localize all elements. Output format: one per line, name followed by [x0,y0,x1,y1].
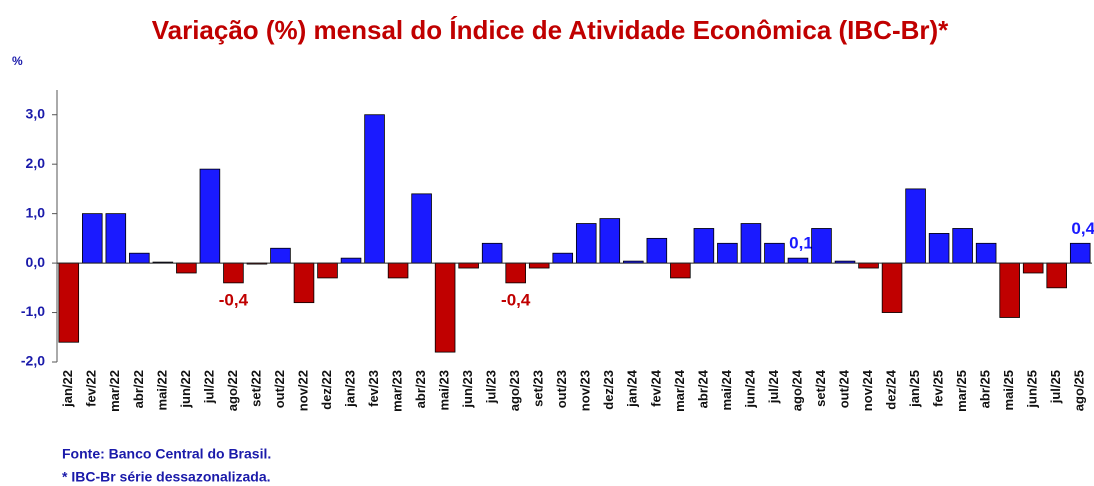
bar [575,223,597,264]
bar [552,252,574,264]
bar [646,237,668,264]
x-tick-label: mar/25 [954,370,969,412]
x-tick-label: dez/22 [319,370,334,410]
x-tick-label: mai/22 [154,370,169,410]
x-tick-label: set/23 [531,370,546,407]
x-tick-label: fev/22 [84,370,99,407]
x-tick-label: jun/25 [1025,370,1040,409]
x-tick-label: jun/24 [742,369,757,408]
bar [881,262,903,313]
data-label: 0,1 [789,234,813,253]
bar [1069,242,1091,264]
chart-title: Variação (%) mensal do Índice de Ativida… [152,15,949,45]
bar [223,262,244,284]
bar [670,262,691,279]
x-tick-label: ago/25 [1072,370,1087,411]
y-tick-label: -2,0 [21,353,45,369]
x-tick-label: jul/23 [484,370,499,404]
bar [858,262,879,269]
bar [599,218,621,264]
x-tick-label: jun/23 [460,370,475,409]
x-tick-label: mai/25 [1001,370,1016,410]
bar [1046,262,1067,289]
bar [975,242,997,264]
x-tick-label: nov/23 [578,370,593,411]
data-label: 0,4 [1071,219,1094,238]
x-tick-label: jan/23 [342,370,357,408]
y-tick-label: -1,0 [21,303,45,319]
data-label: -0,4 [501,290,531,309]
y-tick-label: 0,0 [26,254,46,270]
x-tick-label: nov/22 [295,370,310,411]
bar [293,262,315,304]
x-tick-label: jan/22 [60,370,75,408]
x-tick-label: out/23 [554,370,569,408]
x-tick-label: fev/25 [931,370,946,407]
y-tick-label: 1,0 [26,204,46,220]
bar [811,228,832,264]
x-tick-label: jan/25 [907,370,922,408]
bar [1022,262,1044,274]
x-tick-label: jan/24 [625,369,640,408]
x-tick-label: ago/23 [507,370,522,411]
bar [505,262,526,284]
x-tick-label: jul/25 [1048,370,1063,404]
x-tick-label: set/24 [813,369,828,407]
x-tick-label: set/22 [248,370,263,407]
x-tick-label: abr/22 [131,370,146,408]
x-tick-label: fev/23 [366,370,381,407]
x-tick-label: out/24 [836,369,851,408]
bar [458,262,479,269]
bar [717,242,738,264]
bar [999,262,1020,318]
bar [387,262,409,279]
data-label: -0,4 [219,290,249,309]
bar [364,114,385,264]
x-tick-label: mar/22 [107,370,122,412]
bar [340,257,362,264]
bar [411,193,432,264]
bar [787,257,809,264]
bar [740,223,762,264]
source-note: Fonte: Banco Central do Brasil. [62,446,271,462]
bar [928,233,950,264]
bar [129,252,150,264]
x-tick-label: dez/23 [601,370,616,410]
y-tick-label: 2,0 [26,155,46,171]
x-tick-label: ago/24 [789,369,804,411]
bar [764,242,785,264]
x-tick-label: jun/22 [178,370,193,409]
bar [58,262,80,343]
bar [952,228,973,264]
bar [528,262,550,269]
x-tick-label: abr/25 [978,370,993,408]
bar [481,242,503,264]
y-axis-label: % [12,54,23,68]
bar [82,213,103,264]
x-tick-label: jul/22 [201,370,216,404]
bar [199,168,221,264]
bar [270,247,291,264]
bar [317,262,338,279]
x-tick-label: nov/24 [860,369,875,411]
bar [176,262,197,274]
x-tick-label: mai/24 [719,369,734,410]
bar [905,188,926,264]
x-tick-label: mar/23 [390,370,405,412]
x-tick-label: mar/24 [672,369,687,412]
x-tick-label: fev/24 [648,369,663,407]
y-tick-label: 3,0 [26,105,46,121]
x-tick-label: dez/24 [883,369,898,410]
x-tick-label: jul/24 [766,369,781,404]
x-tick-label: abr/23 [413,370,428,408]
bar [105,213,127,264]
x-tick-label: abr/24 [695,369,710,408]
bar [434,262,456,353]
footnote: * IBC-Br série dessazonalizada. [62,469,271,485]
bar [693,228,715,264]
x-tick-label: ago/22 [225,370,240,411]
x-tick-label: out/22 [272,370,287,408]
x-tick-label: mai/23 [437,370,452,410]
